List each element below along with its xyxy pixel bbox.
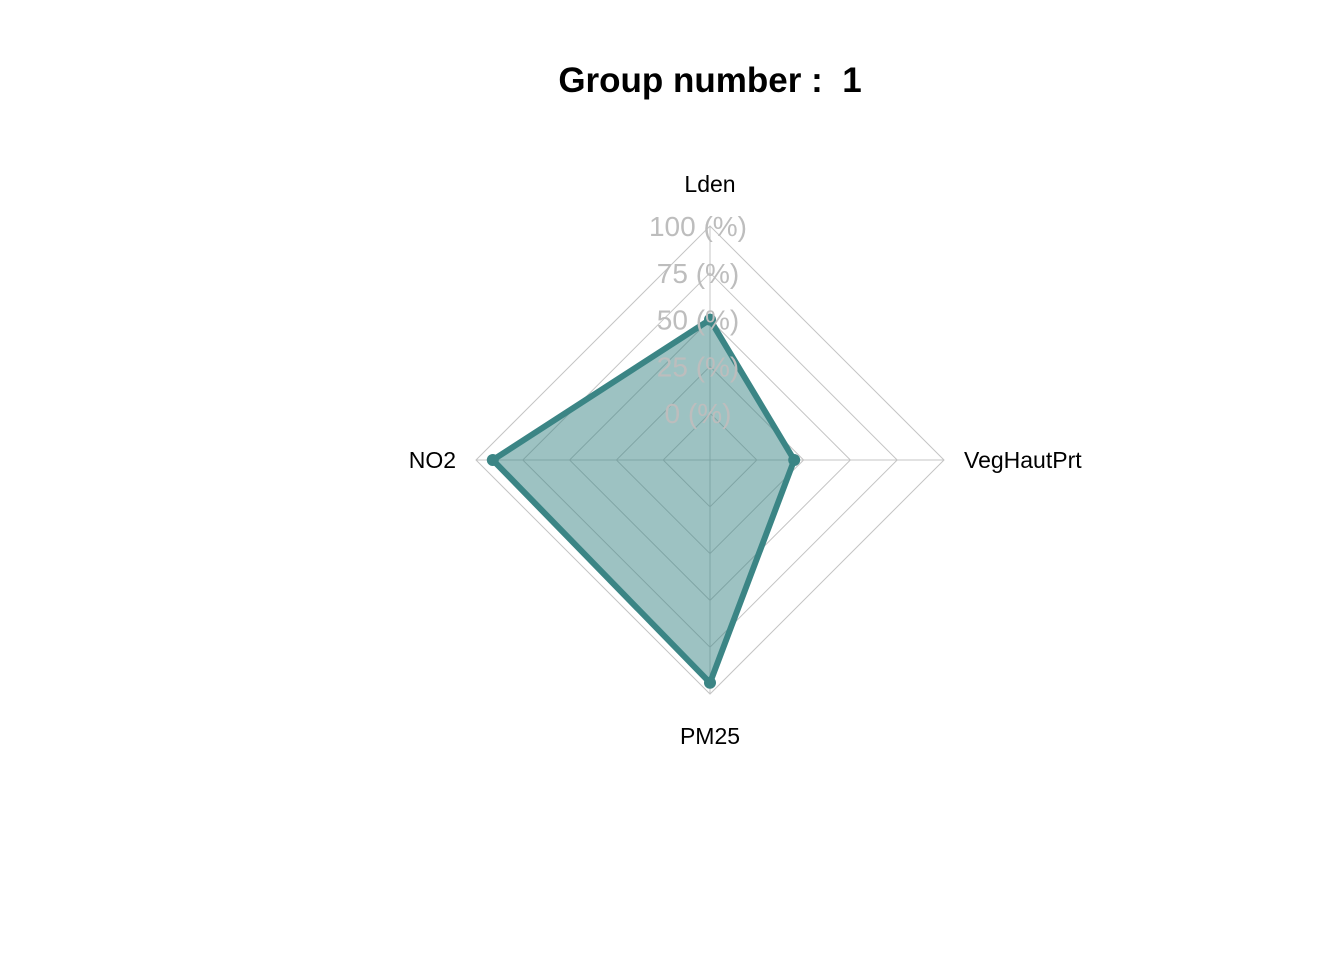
data-point-no2 — [486, 454, 499, 466]
axis-label-lden: Lden — [684, 171, 735, 197]
data-point-pm25 — [704, 676, 716, 689]
level-label-100: 100 (%) — [649, 211, 747, 242]
axis-label-no2: NO2 — [409, 447, 456, 473]
level-label-0: 0 (%) — [665, 398, 732, 429]
chart-title: Group number : 1 — [558, 61, 861, 100]
series-polygon-0 — [489, 316, 798, 686]
radar-series — [486, 313, 801, 689]
axis-label-pm25: PM25 — [680, 723, 740, 749]
level-label-50: 50 (%) — [657, 305, 739, 336]
data-point-veghautprt — [788, 454, 801, 466]
level-label-25: 25 (%) — [657, 351, 739, 382]
axis-labels: Lden VegHautPrt PM25 NO2 — [409, 171, 1083, 749]
data-point-lden — [704, 313, 716, 326]
level-label-75: 75 (%) — [657, 258, 739, 289]
level-labels: 0 (%) 25 (%) 50 (%) 75 (%) 100 (%) — [649, 211, 747, 429]
axis-label-veghautprt: VegHautPrt — [964, 447, 1082, 473]
